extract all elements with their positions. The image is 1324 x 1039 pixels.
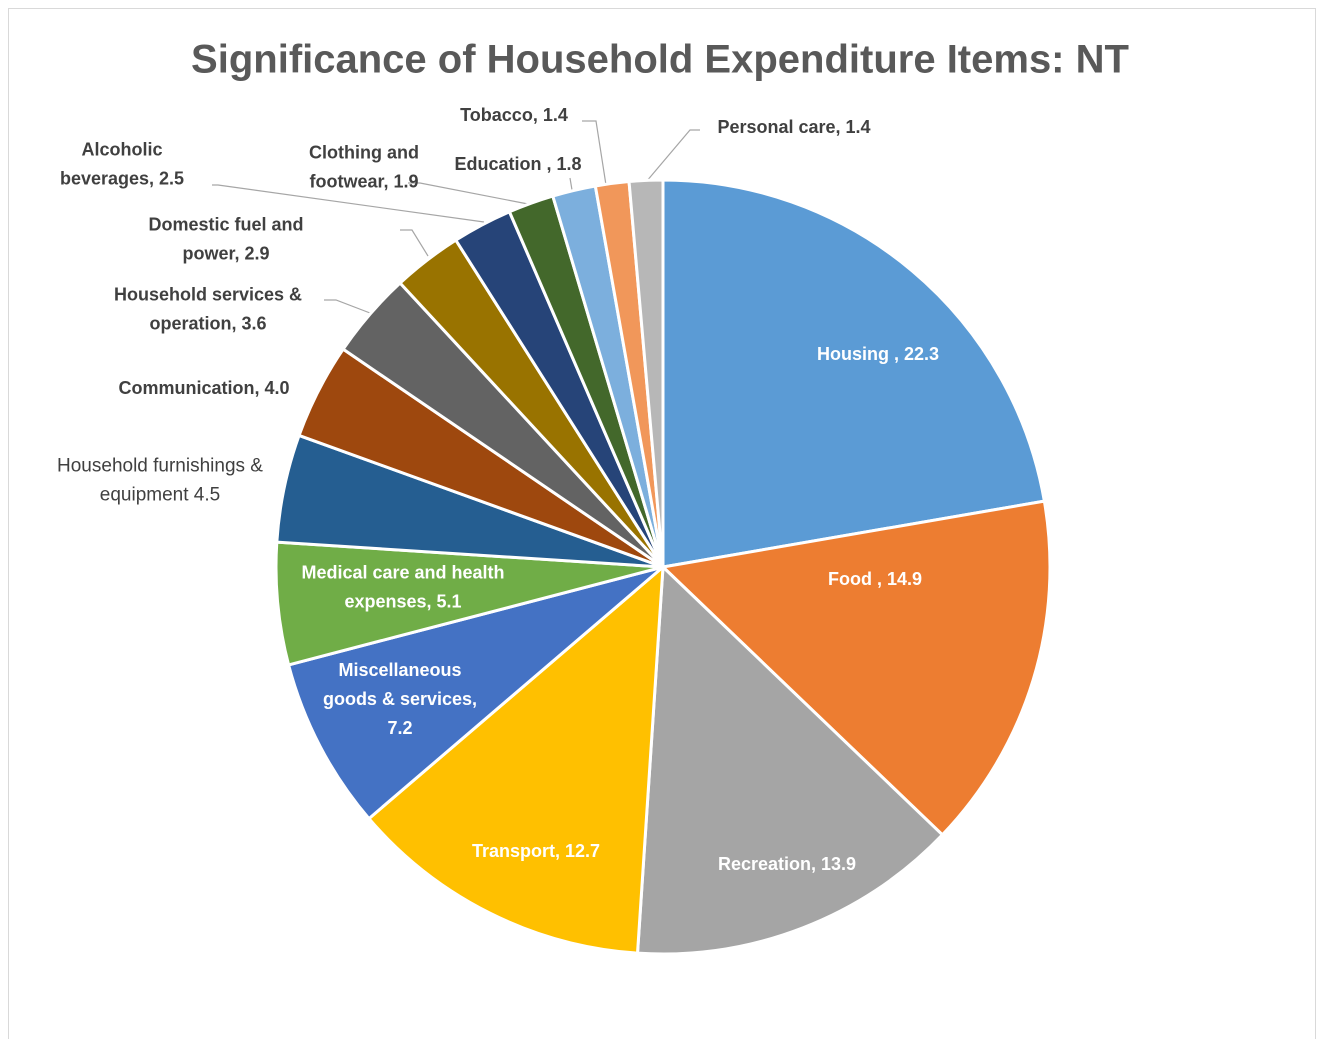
leader-line [400,229,429,257]
pie-slice [661,178,1046,569]
chart-title: Significance of Household Expenditure It… [191,38,1129,82]
data-label: Domestic fuel and power, 2.9 [148,214,303,263]
pie-slice [636,565,944,956]
data-label: Medical care and health expenses, 5.1 [301,562,504,611]
pie-slice [627,178,665,569]
leader-line [569,177,573,191]
data-label: Transport, 12.7 [472,841,600,861]
data-label: Personal care, 1.4 [717,117,870,137]
data-label: Communication, 4.0 [118,378,289,398]
data-label: Education , 1.8 [454,154,581,174]
data-label: Housing , 22.3 [817,344,939,364]
data-label: Alcoholic beverages, 2.5 [60,139,184,188]
leader-line [645,129,700,183]
leader-line [408,182,529,205]
data-label: Household furnishings & equipment 4.5 [57,456,263,506]
data-label: Miscellaneous goods & services, 7.2 [323,660,477,738]
data-label: Clothing and footwear, 1.9 [309,142,419,191]
pie-slice [287,565,665,821]
data-label: Tobacco, 1.4 [460,105,568,125]
leader-line [212,184,485,223]
data-label: Recreation, 13.9 [718,854,856,874]
leader-line [324,299,371,314]
pie-slice [661,499,1052,837]
pie-slice [367,565,665,955]
data-label: Food , 14.9 [828,569,922,589]
leader-lines [212,120,700,314]
data-label: Household services & operation, 3.6 [114,284,302,333]
leader-line [582,120,607,186]
